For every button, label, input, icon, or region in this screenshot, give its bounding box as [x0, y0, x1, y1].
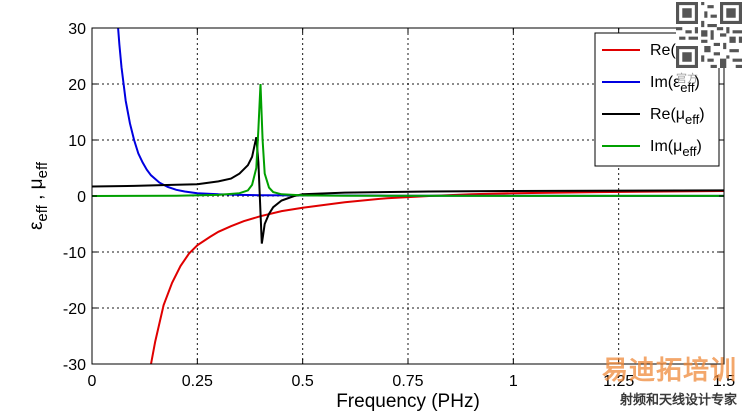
qr-caption: 官方 [676, 73, 698, 85]
series-line-2 [92, 136, 724, 244]
y-tick-label: -20 [63, 301, 86, 318]
y-tick-label: -10 [63, 245, 86, 262]
legend: Re(εeff)Im(εeff)Re(μeff)Im(μeff) [594, 32, 720, 167]
x-tick-label: 1 [509, 373, 518, 390]
series-line-1 [117, 28, 724, 197]
qr-code-icon [676, 2, 742, 68]
watermark-brand: 易迪拓培训 射频和天线设计专家 [602, 350, 737, 408]
brand-subtitle: 射频和天线设计专家 [619, 392, 737, 407]
legend-entry-3: Im(μeff) [650, 138, 702, 159]
brand-name: 易迪拓培训 [601, 355, 737, 385]
y-tick-label: -30 [63, 357, 86, 374]
y-tick-label: 0 [77, 189, 86, 206]
x-tick-label: 0.25 [182, 373, 213, 390]
x-tick-label: 1.5 [713, 373, 735, 390]
ticks: 0 0.25 0.5 0.75 1 1.25 1.5 30 20 10 0 -10 -20 -30 [63, 21, 735, 390]
x-tick-label: 1.25 [603, 373, 634, 390]
x-tick-label: 0.5 [292, 373, 314, 390]
y-tick-label: 30 [68, 21, 86, 38]
legend-entry-1: Im(εeff) [650, 74, 700, 95]
series-lines [92, 28, 724, 364]
x-tick-label: 0.75 [392, 373, 423, 390]
legend-entry-2: Re(μeff) [650, 106, 705, 127]
series-line-3 [92, 83, 724, 197]
y-axis-label: εeff , μeff [26, 161, 51, 230]
y-tick-label: 20 [68, 77, 86, 94]
x-axis-label: Frequency (PHz) [336, 391, 480, 412]
y-tick-label: 10 [68, 133, 86, 150]
x-tick-label: 0 [88, 373, 97, 390]
